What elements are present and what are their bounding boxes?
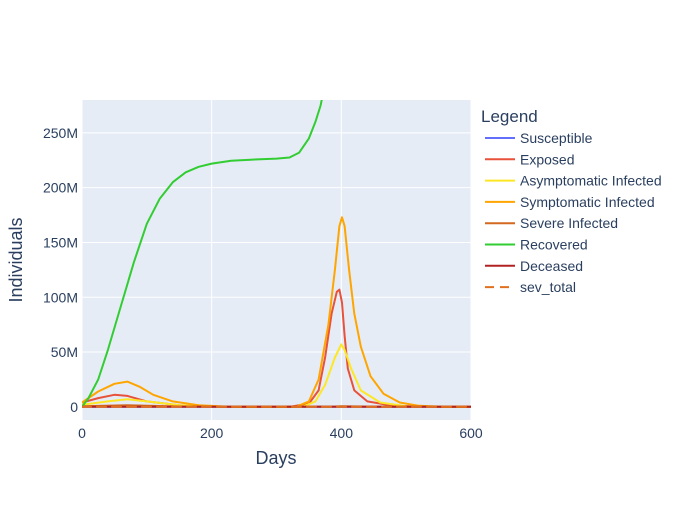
series-layer (82, 100, 471, 408)
series-line-symptomatic-infected (82, 216, 471, 408)
legend-title: Legend (481, 107, 538, 126)
y-tick-label: 250M (43, 125, 78, 141)
series-line-exposed (82, 288, 471, 408)
plot-background (82, 100, 471, 420)
y-tick-label: 200M (43, 180, 78, 196)
legend-label: Susceptible (520, 130, 593, 146)
y-axis-title: Individuals (6, 217, 26, 302)
legend-item-recovered[interactable]: Recovered (485, 237, 588, 253)
legend-label: Asymptomatic Infected (520, 173, 662, 189)
legend-item-asymptomatic-infected[interactable]: Asymptomatic Infected (485, 173, 662, 189)
x-tick-label: 400 (330, 425, 354, 441)
series-line-asymptomatic-infected (82, 343, 471, 408)
x-axis-title: Days (255, 448, 296, 468)
y-tick-label: 50M (51, 344, 78, 360)
legend-item-deceased[interactable]: Deceased (485, 258, 583, 274)
legend-item-severe-infected[interactable]: Severe Infected (485, 215, 618, 231)
legend-label: sev_total (520, 279, 576, 295)
legend-label: Recovered (520, 237, 588, 253)
legend-label: Exposed (520, 151, 574, 167)
legend-label: Deceased (520, 258, 583, 274)
y-tick-label: 0 (70, 399, 78, 415)
x-tick-label: 0 (78, 425, 86, 441)
tick-labels: 0 50M 100M 150M 200M 250M 0 200 400 600 (43, 125, 483, 441)
x-tick-label: 600 (459, 425, 483, 441)
x-tick-label: 200 (200, 425, 224, 441)
legend-item-exposed[interactable]: Exposed (485, 151, 574, 167)
legend-label: Symptomatic Infected (520, 194, 655, 210)
y-tick-label: 100M (43, 289, 78, 305)
legend-label: Severe Infected (520, 215, 618, 231)
legend-item-symptomatic-infected[interactable]: Symptomatic Infected (485, 194, 655, 210)
legend: Legend Susceptible Exposed Asymptomatic In… (481, 107, 662, 295)
legend-item-sev-total[interactable]: sev_total (485, 279, 576, 295)
series-line-recovered (82, 100, 323, 408)
y-tick-label: 150M (43, 234, 78, 250)
legend-item-susceptible[interactable]: Susceptible (485, 130, 593, 146)
